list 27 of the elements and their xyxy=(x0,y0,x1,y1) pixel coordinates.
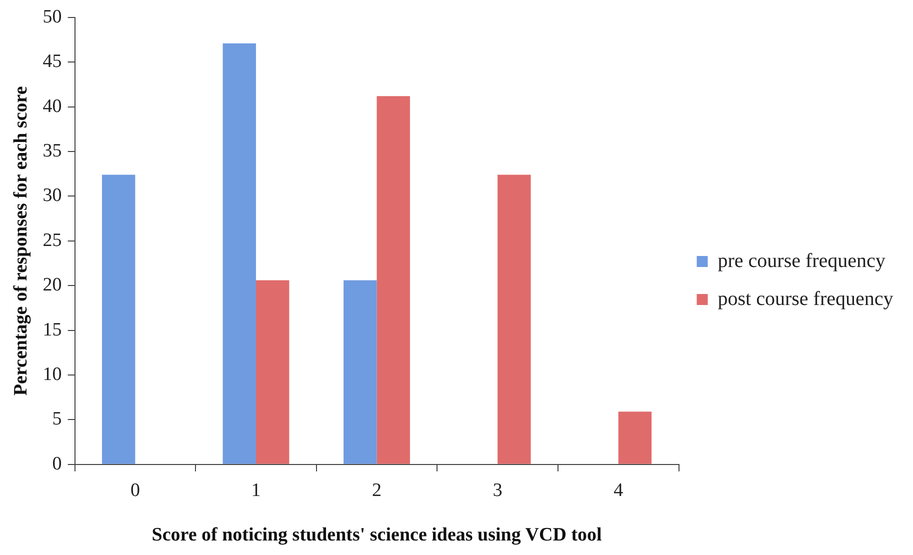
y-tick-label: 0 xyxy=(52,453,62,474)
bar xyxy=(102,174,136,464)
y-tick-label: 5 xyxy=(52,408,62,430)
y-tick-label: 10 xyxy=(42,364,62,385)
bar xyxy=(618,412,652,464)
bar xyxy=(344,280,377,464)
legend-label: pre course frequency xyxy=(718,250,886,272)
bar xyxy=(222,43,256,464)
x-tick-label: 4 xyxy=(614,480,624,501)
x-tick-label: 1 xyxy=(251,480,261,501)
bar xyxy=(376,96,410,464)
y-axis-title: Percentage of responses for each score xyxy=(10,86,32,396)
y-tick-label: 15 xyxy=(42,319,62,340)
y-tick-label: 25 xyxy=(42,230,62,251)
bar xyxy=(498,174,531,464)
x-tick-label: 2 xyxy=(372,480,382,501)
x-axis-title: Score of noticing students' science ideas using VCD tool xyxy=(152,524,602,546)
y-tick-label: 50 xyxy=(42,6,62,28)
y-tick-label: 40 xyxy=(42,96,62,117)
bar xyxy=(256,280,290,464)
x-tick-label: 3 xyxy=(492,480,502,501)
y-tick-label: 20 xyxy=(42,274,62,296)
y-tick-label: 30 xyxy=(42,185,62,206)
y-tick-label: 45 xyxy=(42,51,62,72)
y-tick-label: 35 xyxy=(42,140,62,162)
legend-label: post course frequency xyxy=(718,288,894,310)
x-tick-label: 0 xyxy=(130,480,140,501)
